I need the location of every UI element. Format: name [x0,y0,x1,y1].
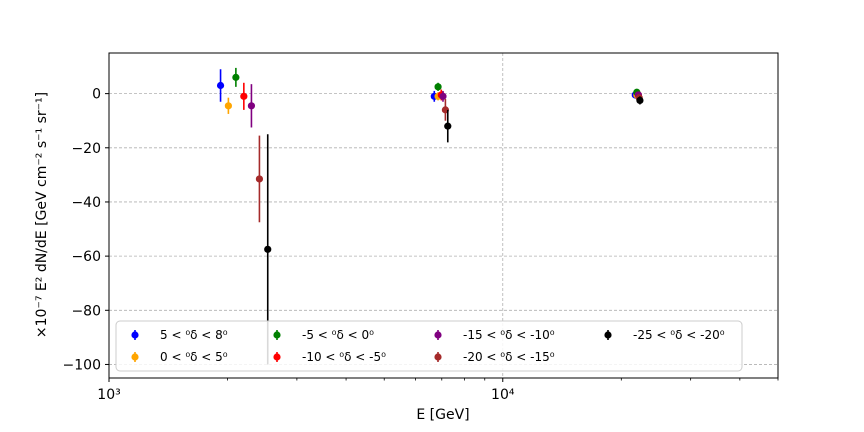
x-tick-label: 10⁴ [491,387,515,403]
legend-marker [131,353,139,361]
legend-marker [434,353,442,361]
y-tick-label: −100 [63,357,101,373]
legend-marker [131,331,139,339]
tick-labels: 0 −20 −40 −60 −80 −100 10³ 10⁴ [63,87,515,403]
legend-label: 5 < ⁰δ < 8⁰ [160,328,228,342]
y-tick-label: −20 [71,141,101,157]
plot-frame [108,52,779,379]
data-point [444,122,452,130]
legend-label: -25 < ⁰δ < -20⁰ [633,328,725,342]
x-tick-label: 10³ [97,387,120,403]
y-tick-label: −80 [71,303,101,319]
legend-marker [604,331,612,339]
data-point [232,73,240,81]
y-tick-label: 0 [92,87,101,103]
data-point [224,102,232,110]
y-tick-label: −40 [71,195,101,211]
data-point [434,83,442,91]
legend-label: -20 < ⁰δ < -15⁰ [463,350,555,364]
legend-label: 0 < ⁰δ < 5⁰ [160,350,228,364]
y-tick-label: −60 [71,249,101,265]
legend-label: -10 < ⁰δ < -5⁰ [302,350,386,364]
data-point [439,92,447,100]
data-point [255,175,264,183]
legend-marker [273,353,281,361]
legend-box [115,320,743,372]
y-axis-label: ×10⁻⁷ E² dN/dE [GeV cm⁻² s⁻¹ sr⁻¹] [34,92,50,338]
x-axis-label: E [GeV] [416,407,469,423]
data-point [636,96,644,104]
data-point [240,92,248,100]
legend-marker [434,331,442,339]
data-point [264,245,272,253]
series-layer [216,67,644,365]
data-point [247,102,256,110]
legend-marker [273,331,281,339]
legend-label: -15 < ⁰δ < -10⁰ [463,328,555,342]
legend-label: -5 < ⁰δ < 0⁰ [302,328,374,342]
data-point [216,81,225,90]
legend: 5 < ⁰δ < 8⁰ 0 < ⁰δ < 5⁰ -5 < ⁰δ < 0⁰ -10 < … [115,320,743,372]
